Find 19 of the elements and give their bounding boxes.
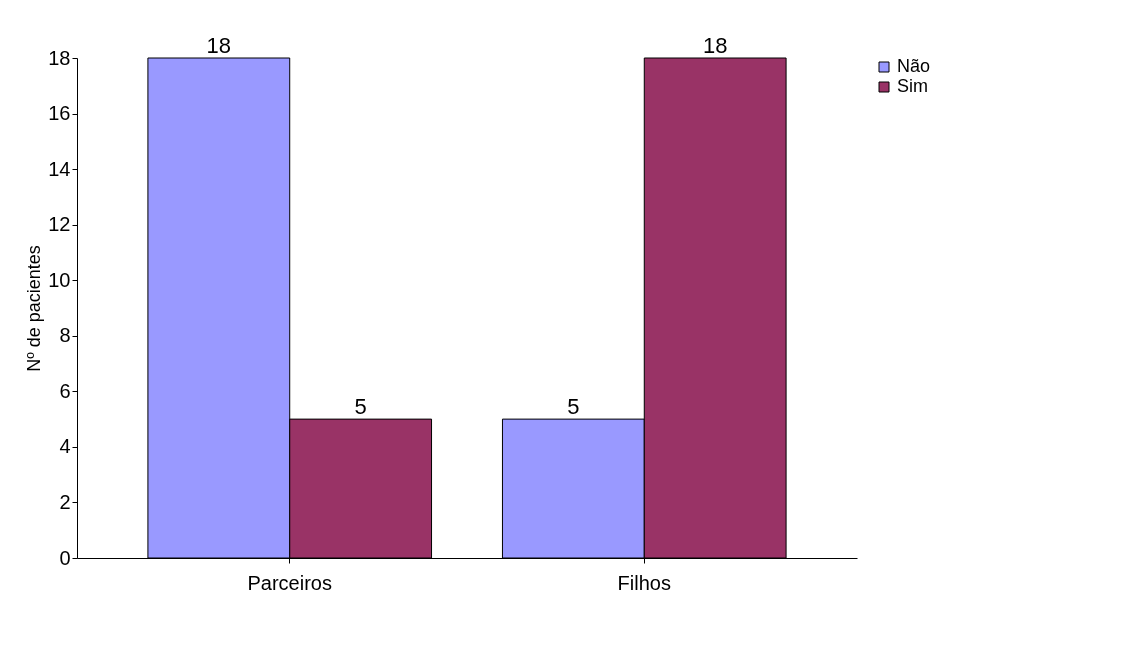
x-tick-label: Filhos xyxy=(617,571,671,594)
y-axis-title: Nº de pacientes xyxy=(24,245,45,372)
data-label: 5 xyxy=(354,394,367,420)
legend-label: Não xyxy=(897,56,931,76)
y-tick-label: 0 xyxy=(59,546,71,569)
y-tick-label: 16 xyxy=(48,102,71,125)
data-label: 18 xyxy=(702,33,728,58)
y-tick-label: 2 xyxy=(59,490,71,513)
y-tick-label: 4 xyxy=(59,435,71,458)
data-label: 18 xyxy=(206,33,232,58)
y-tick-label: 8 xyxy=(59,324,71,347)
x-tick-label: Parceiros xyxy=(247,571,332,594)
data-label: 5 xyxy=(567,394,580,420)
y-tick-label: 6 xyxy=(59,379,71,402)
legend-label: Sim xyxy=(897,76,928,96)
y-tick-label: 14 xyxy=(48,157,71,180)
y-tick-label: 12 xyxy=(48,213,71,236)
y-tick-label: 18 xyxy=(48,46,71,69)
y-tick-label: 10 xyxy=(48,268,71,291)
